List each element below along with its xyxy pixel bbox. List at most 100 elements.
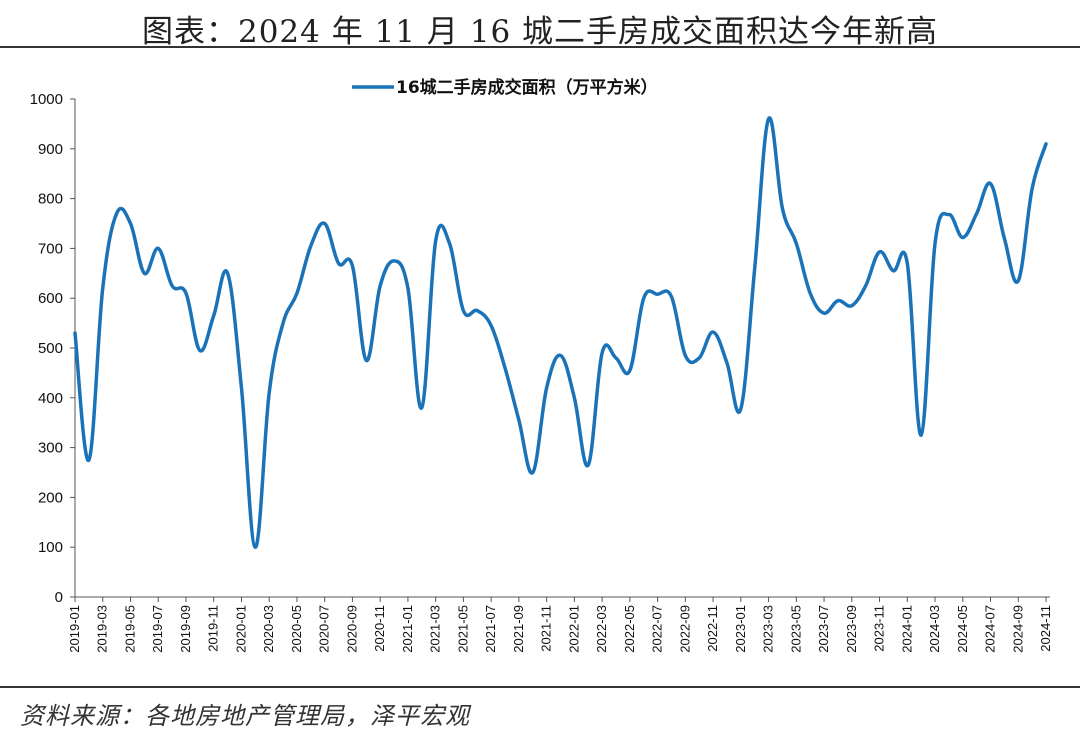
data-point [185, 292, 187, 294]
data-point [268, 392, 270, 394]
y-tick-label: 500 [38, 340, 63, 357]
data-point [1003, 237, 1005, 239]
x-tick-label: 2019-11 [206, 605, 221, 652]
data-point [226, 272, 228, 274]
data-point [1031, 187, 1033, 189]
x-tick-label: 2024-11 [1038, 605, 1053, 652]
x-tick-label: 2024-03 [927, 605, 942, 653]
data-point [837, 299, 839, 301]
x-tick-label: 2020-07 [317, 605, 332, 653]
data-point [421, 407, 423, 409]
x-tick-label: 2020-09 [344, 605, 359, 653]
data-point [962, 236, 964, 238]
data-point [254, 546, 256, 548]
x-tick-label: 2023-07 [816, 605, 831, 653]
data-point [88, 459, 90, 461]
data-point [1045, 143, 1047, 145]
data-point [587, 464, 589, 466]
data-point [851, 304, 853, 306]
data-point [864, 285, 866, 287]
data-point [615, 357, 617, 359]
x-tick-label: 2020-11 [372, 605, 387, 652]
x-tick-label: 2021-03 [428, 605, 443, 653]
x-tick-label: 2020-05 [289, 605, 304, 653]
data-point [545, 387, 547, 389]
data-point [115, 212, 117, 214]
data-point [989, 182, 991, 184]
data-point [573, 397, 575, 399]
data-point [143, 272, 145, 274]
data-point [906, 262, 908, 264]
data-point [476, 309, 478, 311]
data-point [351, 265, 353, 267]
y-tick-label: 800 [38, 191, 63, 208]
y-tick-label: 0 [55, 589, 63, 606]
series-line [73, 116, 1048, 549]
legend-label: 16城二手房成交面积（万平方米） [396, 77, 658, 98]
data-point [171, 285, 173, 287]
x-tick-label: 2023-01 [733, 605, 748, 653]
x-tick-label: 2024-07 [983, 605, 998, 653]
x-tick-label: 2022-09 [677, 605, 692, 653]
source-note: 资料来源：各地房地产管理局，泽平宏观 [20, 702, 470, 730]
data-point [684, 354, 686, 356]
x-tick-label: 2019-01 [67, 605, 82, 653]
x-tick-label: 2022-01 [566, 605, 581, 653]
data-point [670, 296, 672, 298]
x-tick-label: 2021-11 [539, 605, 554, 652]
y-tick-label: 200 [38, 489, 63, 506]
data-point [726, 362, 728, 364]
data-point [712, 331, 714, 333]
data-point [1017, 280, 1019, 282]
x-tick-label: 2019-09 [178, 605, 193, 653]
chart-axes: 0 100 200 300 400 500 600 700 800 900 1000 2019-01 2… [30, 91, 1053, 653]
x-tick-label: 2023-11 [872, 605, 887, 652]
data-point [532, 471, 534, 473]
data-point [601, 352, 603, 354]
data-point [102, 287, 104, 289]
x-tick-label: 2023-05 [788, 605, 803, 653]
data-point [518, 419, 520, 421]
data-point [323, 222, 325, 224]
data-point [407, 287, 409, 289]
x-tick-label: 2019-05 [122, 605, 137, 653]
data-point [892, 270, 894, 272]
x-tick-label: 2021-09 [511, 605, 526, 653]
data-point [948, 213, 950, 215]
data-point [878, 251, 880, 253]
data-point [504, 367, 506, 369]
data-point [809, 292, 811, 294]
data-point [199, 349, 201, 351]
chart-title: 图表：2024 年 11 月 16 城二手房成交面积达今年新高 [141, 14, 939, 50]
data-point [490, 324, 492, 326]
x-tick-label: 2022-07 [650, 605, 665, 653]
y-tick-label: 600 [38, 290, 63, 307]
x-tick-label: 2021-01 [400, 605, 415, 653]
data-point [643, 297, 645, 299]
x-tick-label: 2023-03 [761, 605, 776, 653]
data-point [767, 118, 769, 120]
x-tick-label: 2022-05 [622, 605, 637, 653]
data-point [365, 359, 367, 361]
data-point [448, 242, 450, 244]
data-point [823, 312, 825, 314]
data-point [157, 247, 159, 249]
data-point [740, 408, 742, 410]
data-point [934, 242, 936, 244]
source-divider [0, 686, 1080, 688]
x-tick-label: 2022-03 [594, 605, 609, 653]
data-point [795, 242, 797, 244]
plot-area [73, 116, 1048, 549]
data-point [920, 434, 922, 436]
x-tick-label: 2021-07 [483, 605, 498, 653]
data-point [629, 369, 631, 371]
data-point [559, 354, 561, 356]
data-point [754, 267, 756, 269]
data-point [129, 222, 131, 224]
x-tick-label: 2021-05 [455, 605, 470, 653]
data-point [296, 292, 298, 294]
y-tick-label: 1000 [30, 91, 63, 108]
data-point [656, 293, 658, 295]
data-point [379, 285, 381, 287]
